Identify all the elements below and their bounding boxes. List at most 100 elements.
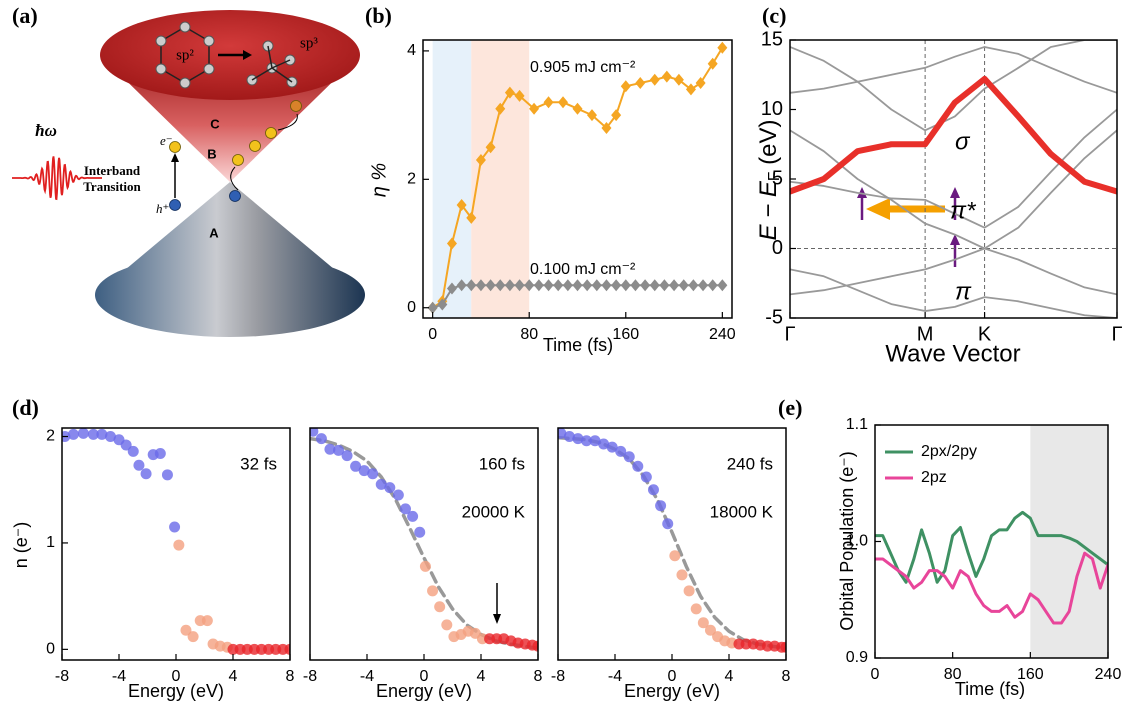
- x-tick-label: -8: [55, 668, 69, 685]
- x-tick-label: Γ: [1111, 323, 1122, 345]
- marker: [669, 279, 680, 292]
- annotation: 240 fs: [727, 454, 773, 473]
- x-tick-label: 4: [725, 668, 734, 685]
- marker: [427, 585, 439, 597]
- x-tick-label: 240: [709, 326, 736, 343]
- marker: [630, 279, 641, 292]
- marker: [504, 279, 515, 292]
- arrows-c: [857, 187, 960, 267]
- marker: [514, 279, 525, 292]
- marker: [623, 451, 635, 463]
- region-label: C: [210, 116, 220, 131]
- marker: [495, 102, 506, 115]
- marker: [717, 41, 728, 54]
- marker: [632, 460, 644, 472]
- marker: [562, 279, 573, 292]
- marker: [375, 478, 387, 490]
- y-tick-label: 2: [46, 428, 55, 445]
- marker: [589, 435, 601, 447]
- marker: [441, 619, 453, 631]
- y-axis-label: E − EF (eV): [755, 120, 783, 241]
- relax-arrow: [277, 113, 298, 131]
- marker: [67, 428, 79, 440]
- y-tick-label: 0: [772, 237, 783, 259]
- hybrid-arrowhead: [243, 50, 252, 60]
- marker: [704, 624, 716, 636]
- x-tick-label: M: [917, 323, 934, 345]
- series-line: [790, 40, 1117, 132]
- marker: [601, 121, 612, 134]
- x-tick-label: 0: [668, 668, 677, 685]
- electron-label: e⁻: [160, 133, 173, 148]
- sp2-label: sp²: [176, 47, 194, 63]
- marker: [649, 73, 660, 86]
- x-tick-label: 80: [944, 666, 962, 683]
- marker: [284, 643, 290, 655]
- electrons: [169, 100, 302, 166]
- y-axis-label: Orbital Population (e⁻): [837, 451, 857, 631]
- marker: [606, 441, 618, 453]
- panel-label: (c): [762, 3, 786, 28]
- marker: [661, 70, 672, 83]
- series-line: [790, 247, 1117, 296]
- x-tick-label: K: [978, 323, 992, 345]
- marker: [688, 279, 699, 292]
- marker: [662, 518, 674, 530]
- marker: [543, 279, 554, 292]
- marker: [717, 279, 728, 292]
- marker: [161, 469, 173, 481]
- marker: [407, 510, 419, 522]
- marker: [647, 484, 659, 496]
- marker: [456, 279, 467, 292]
- annotation: 18000 K: [710, 502, 774, 521]
- panel-label: (a): [12, 3, 38, 28]
- marker: [673, 73, 684, 86]
- x-tick-label: -8: [303, 668, 317, 685]
- plot-area: [427, 40, 728, 318]
- marker: [77, 428, 89, 439]
- valence-cone-base: [95, 253, 365, 337]
- y-tick-label: 1.0: [846, 533, 868, 550]
- plot-area: [875, 425, 1108, 658]
- transition-label: Transition: [83, 179, 141, 194]
- marker: [581, 435, 592, 447]
- marker: [601, 279, 612, 292]
- annotation: 32 fs: [240, 454, 277, 473]
- marker: [582, 279, 593, 292]
- marker: [707, 57, 718, 70]
- marker: [384, 482, 396, 494]
- transition-arrowhead: [171, 153, 179, 162]
- annotation: π*: [950, 197, 976, 224]
- marker: [572, 433, 584, 445]
- panel-label: (d): [12, 395, 39, 420]
- series-line: [790, 129, 1117, 250]
- x-tick-label: 0: [420, 668, 429, 685]
- marker: [553, 279, 564, 292]
- y-label-sub: F: [766, 172, 783, 182]
- y-tick-label: 2: [407, 171, 416, 188]
- marker: [495, 279, 506, 292]
- y-tick-label: -5: [765, 306, 783, 328]
- marker: [611, 109, 622, 122]
- y-tick-label: 5: [772, 167, 783, 189]
- marker: [529, 102, 540, 115]
- marker: [780, 641, 786, 653]
- legend-label: 2pz: [921, 469, 947, 486]
- marker: [140, 468, 152, 480]
- marker: [392, 489, 404, 501]
- x-axis-label: Energy (eV): [376, 681, 472, 701]
- plot-area: [558, 428, 786, 653]
- marker: [586, 109, 597, 122]
- marker: [133, 459, 145, 471]
- marker: [649, 279, 660, 292]
- light-pulse: [12, 156, 102, 201]
- x-tick-label: -4: [608, 668, 622, 685]
- marker: [563, 431, 575, 443]
- marker: [669, 550, 681, 562]
- marker: [558, 96, 569, 109]
- panel-label: (e): [778, 395, 802, 420]
- marker: [698, 279, 709, 292]
- marker: [333, 444, 344, 456]
- x-tick-label: 4: [229, 668, 238, 685]
